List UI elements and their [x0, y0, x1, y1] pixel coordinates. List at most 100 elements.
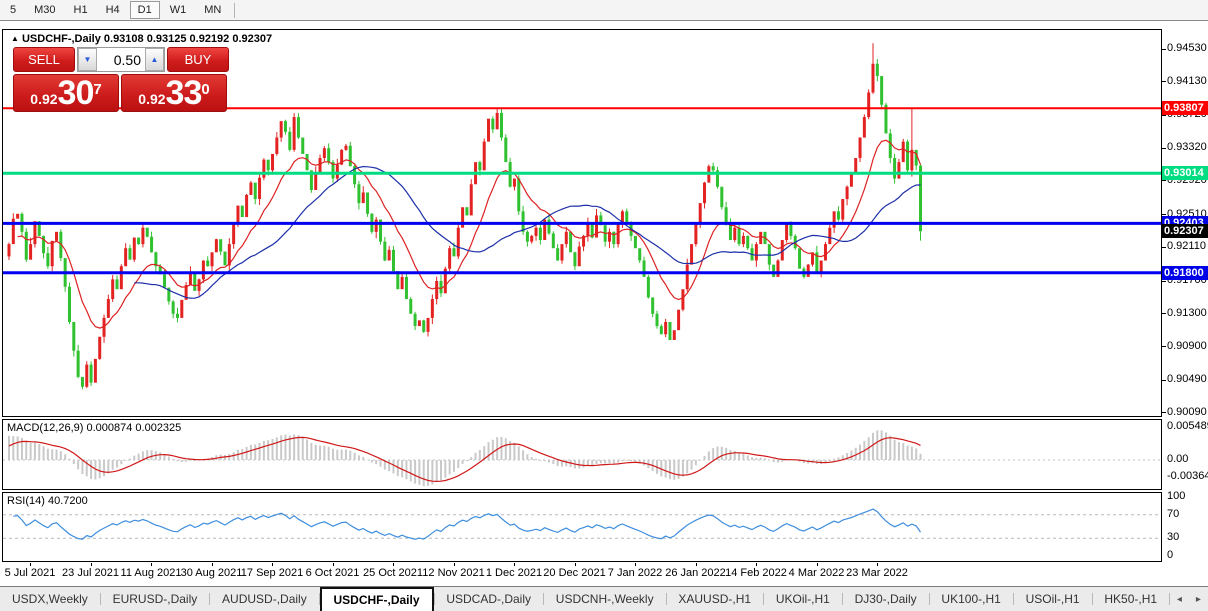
- date-axis-label: 11 Aug 2021: [120, 567, 182, 579]
- date-axis-tick: [393, 563, 394, 566]
- date-axis-tick: [877, 563, 878, 566]
- candlestick-chart[interactable]: [3, 30, 1161, 416]
- date-axis[interactable]: 5 Jul 2021 23 Jul 2021 11 Aug 2021 30 Aug 2…: [2, 563, 1162, 586]
- tab-separator: [99, 593, 101, 605]
- price-axis-tick-label: 0.90490: [1167, 373, 1207, 386]
- price-axis-tick: [1162, 346, 1166, 348]
- date-axis-tick: [151, 563, 152, 566]
- chart-tab-usdchf-daily[interactable]: USDCHF-,Daily: [319, 587, 434, 611]
- level-price-tag: 0.91800: [1162, 265, 1208, 280]
- tab-separator: [543, 593, 544, 605]
- timeframe-button-h1[interactable]: H1: [73, 4, 88, 16]
- price-axis-tick: [1162, 48, 1166, 50]
- volume-stepper: ▼ ▲: [77, 47, 165, 72]
- price-axis-tick: [1162, 412, 1166, 414]
- date-axis-label: 23 Mar 2022: [846, 567, 908, 579]
- price-chart-panel[interactable]: ▲ USDCHF-,Daily 0.93108 0.93125 0.92192 …: [2, 29, 1162, 417]
- timeframe-button-mn[interactable]: MN: [204, 4, 222, 16]
- buy-button[interactable]: BUY: [167, 47, 229, 72]
- price-axis-tick-label: 0.94130: [1167, 74, 1207, 87]
- chart-tab-dj30-daily[interactable]: DJ30-,Daily: [854, 592, 917, 606]
- sell-price-prefix: 0.92: [30, 91, 58, 107]
- tab-separator: [1169, 593, 1170, 605]
- date-axis-label: 20 Dec 2021: [543, 567, 606, 579]
- rsi-axis-label: 100: [1167, 490, 1186, 502]
- macd-axis-label: 0.005489: [1167, 420, 1208, 432]
- price-axis[interactable]: 0.945300.941300.937200.933200.929200.925…: [1162, 22, 1208, 586]
- rsi-indicator-panel[interactable]: RSI(14) 40.7200: [2, 492, 1162, 562]
- chart-tab-usdx-weekly[interactable]: USDX,Weekly: [12, 592, 88, 606]
- chart-tab-eurusd-daily[interactable]: EURUSD-,Daily: [112, 592, 198, 606]
- timeframe-button-5[interactable]: 5: [10, 4, 17, 16]
- price-axis-tick: [1162, 114, 1166, 116]
- tab-separator: [1091, 593, 1093, 605]
- tab-scroll-left-icon[interactable]: ◂: [1176, 593, 1182, 605]
- price-axis-tick: [1162, 379, 1166, 381]
- buy-price-sup: 0: [201, 81, 210, 98]
- timeframe-button-w1[interactable]: W1: [169, 4, 187, 16]
- timeframe-button-d1[interactable]: D1: [129, 1, 160, 19]
- date-axis-label: 12 Nov 2021: [422, 567, 485, 579]
- tab-separator: [763, 593, 764, 605]
- sell-price-box[interactable]: 0.92 30 7: [13, 74, 119, 112]
- date-axis-label: 25 Oct 2021: [363, 567, 423, 579]
- tab-separator: [928, 593, 930, 605]
- chart-tab-usdcad-daily[interactable]: USDCAD-,Daily: [446, 592, 531, 606]
- tab-scroll-right-icon[interactable]: ▸: [1195, 593, 1201, 605]
- volume-input[interactable]: [97, 48, 145, 71]
- macd-chart[interactable]: [3, 420, 1161, 489]
- chart-ohlc-values: 0.93108 0.93125 0.92192 0.92307: [103, 33, 273, 45]
- level-price-tag: 0.93014: [1162, 166, 1208, 181]
- current-price-tag: 0.92307: [1162, 224, 1208, 239]
- rsi-chart[interactable]: [3, 493, 1161, 561]
- date-axis-tick: [332, 563, 334, 566]
- volume-decrease-button[interactable]: ▼: [78, 48, 97, 71]
- date-axis-tick: [635, 563, 636, 566]
- toolbar-separator: [234, 2, 236, 18]
- date-axis-label: 4 Mar 2022: [788, 567, 845, 579]
- date-axis-label: 7 Jan 2022: [607, 567, 663, 579]
- chart-tab-usdcnh-weekly[interactable]: USDCNH-,Weekly: [555, 592, 654, 606]
- date-axis-label: 6 Oct 2021: [305, 567, 360, 579]
- price-axis-tick: [1162, 214, 1166, 216]
- sell-button[interactable]: SELL: [13, 47, 75, 72]
- price-axis-tick: [1162, 280, 1166, 282]
- timeframe-button-h4[interactable]: H4: [105, 4, 120, 16]
- timeframe-toolbar: 5 M30 H1 H4 D1 W1 MN: [0, 0, 1208, 21]
- date-axis-tick: [211, 563, 213, 566]
- buy-price-box[interactable]: 0.92 33 0: [121, 74, 227, 112]
- macd-indicator-panel[interactable]: MACD(12,26,9) 0.000874 0.002325: [2, 419, 1162, 490]
- rsi-label: RSI(14) 40.7200: [7, 495, 88, 507]
- symbol-arrow-icon: ▲: [11, 34, 19, 43]
- timeframe-button-m30[interactable]: M30: [34, 4, 56, 16]
- price-axis-tick-label: 0.94530: [1167, 42, 1207, 54]
- buy-price-prefix: 0.92: [138, 91, 166, 107]
- chart-tab-hk50-h1[interactable]: HK50-,H1: [1104, 592, 1158, 606]
- date-axis-label: 26 Jan 2022: [665, 567, 726, 579]
- chart-tab-ukoil-h1[interactable]: UKOil-,H1: [775, 592, 830, 606]
- date-axis-tick: [695, 563, 697, 566]
- rsi-axis-label: 30: [1167, 531, 1180, 544]
- chart-tab-audusd-daily[interactable]: AUDUSD-,Daily: [222, 592, 307, 606]
- price-axis-tick: [1162, 81, 1166, 83]
- tab-separator: [1012, 593, 1014, 605]
- one-click-trading-widget: SELL ▼ ▲ BUY 0.92 30 7 0.92 33 0: [13, 47, 229, 112]
- rsi-axis-label: 0: [1167, 549, 1174, 561]
- volume-increase-button[interactable]: ▲: [145, 48, 164, 71]
- tab-separator: [841, 593, 843, 605]
- date-axis-label: 23 Jul 2021: [62, 567, 119, 579]
- sell-price-sup: 7: [93, 81, 102, 98]
- date-axis-label: 17 Sep 2021: [240, 567, 304, 579]
- level-price-tag: 0.93807: [1162, 101, 1208, 116]
- chart-tab-uk100-h1[interactable]: UK100-,H1: [941, 592, 1001, 606]
- price-axis-tick-label: 0.90090: [1167, 405, 1207, 418]
- price-axis-tick-label: 0.91300: [1167, 306, 1207, 319]
- chart-tab-usoil-h1[interactable]: USOil-,H1: [1025, 592, 1080, 606]
- sell-price-big: 30: [57, 74, 95, 112]
- chart-header: ▲ USDCHF-,Daily 0.93108 0.93125 0.92192 …: [11, 33, 272, 45]
- tab-separator: [209, 593, 211, 605]
- chart-tab-xauusd-h1[interactable]: XAUUSD-,H1: [678, 592, 752, 606]
- price-axis-tick-label: 0.92110: [1167, 240, 1206, 253]
